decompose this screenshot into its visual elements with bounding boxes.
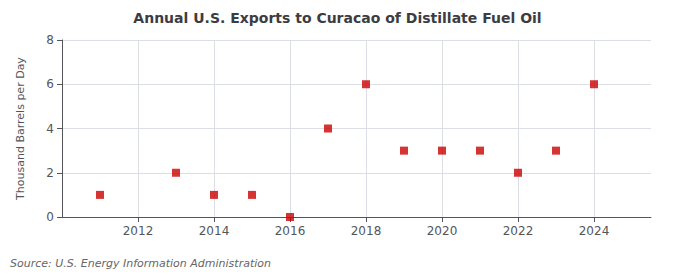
svg-text:2012: 2012 [123,224,154,238]
svg-text:2018: 2018 [351,224,382,238]
svg-text:2016: 2016 [275,224,306,238]
svg-text:2: 2 [46,166,54,180]
svg-text:8: 8 [46,33,54,47]
svg-text:4: 4 [46,122,54,136]
svg-text:2024: 2024 [579,224,610,238]
svg-text:0: 0 [46,210,54,224]
svg-text:Annual U.S. Exports to Curacao: Annual U.S. Exports to Curacao of Distil… [133,10,541,26]
svg-text:Source: U.S. Energy Informatio: Source: U.S. Energy Information Administ… [10,257,271,270]
svg-text:6: 6 [46,77,54,91]
svg-text:Thousand Barrels per Day: Thousand Barrels per Day [14,57,27,201]
svg-text:2014: 2014 [199,224,230,238]
svg-text:2020: 2020 [427,224,458,238]
svg-text:2022: 2022 [503,224,534,238]
